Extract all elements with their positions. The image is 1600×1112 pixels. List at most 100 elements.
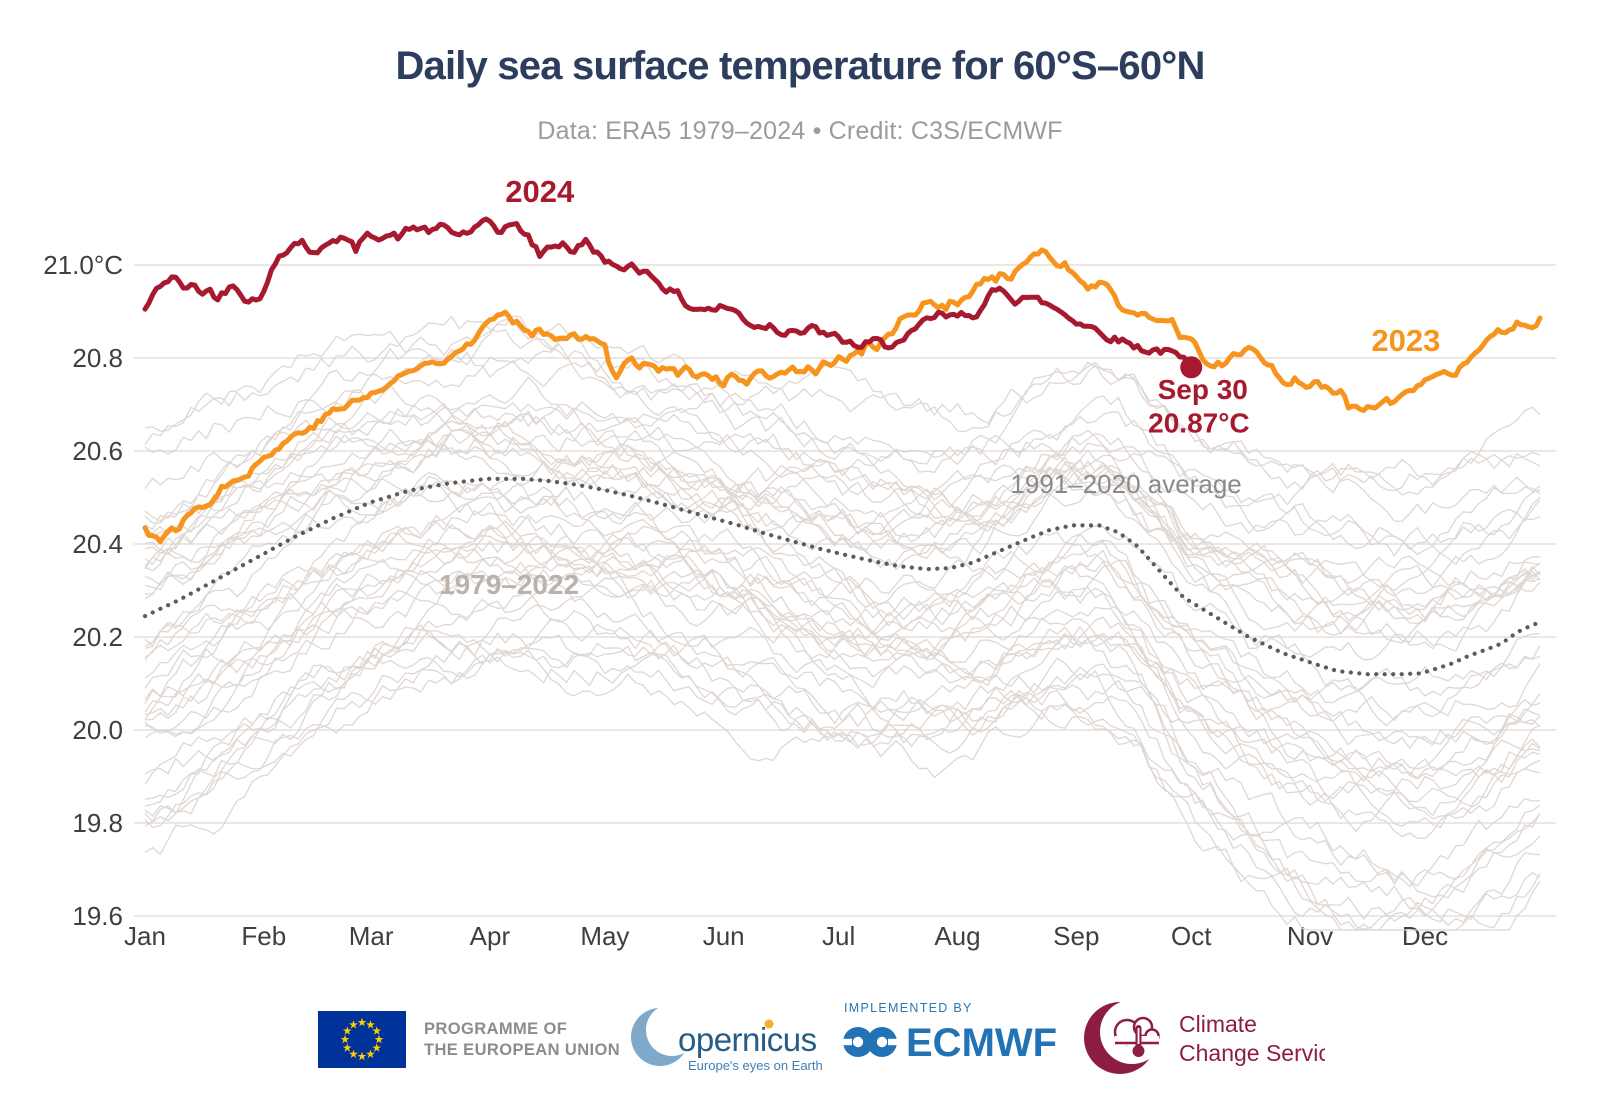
- copernicus-logo: opernicus Europe's eyes on Earth: [631, 1004, 823, 1073]
- ensemble-line-1992: [144, 546, 1541, 778]
- ensemble-line-2012: [144, 413, 1541, 622]
- label-average: 1991–2020 average: [1010, 469, 1241, 499]
- eu-star-icon: [372, 1026, 382, 1035]
- ccs-crescent-cloud-icon: [1084, 1000, 1164, 1074]
- ensemble-line-1986: [144, 591, 1541, 887]
- ensemble-line-1989: [144, 524, 1541, 816]
- ecmwf-wordmark: ECMWF: [906, 1021, 1057, 1065]
- month-label-feb: Feb: [241, 921, 286, 951]
- ensemble-line-2000: [144, 510, 1541, 749]
- ensemble-line-2003: [144, 480, 1541, 693]
- ensemble-line-2010: [144, 413, 1541, 599]
- ensemble-line-1997: [144, 524, 1541, 780]
- ensemble-line-2020: [144, 315, 1541, 496]
- ensemble-line-2009: [144, 424, 1541, 632]
- y-tick-label-21.0°C: 21.0°C: [43, 250, 123, 280]
- ccs-name-line1: Climate: [1179, 1011, 1257, 1037]
- climate-change-service-logo: Climate Change Service: [1084, 1000, 1325, 1074]
- ensemble-line-1985: [144, 575, 1541, 888]
- ensemble-line-1984: [144, 610, 1541, 931]
- series-2024-line: [142, 216, 1194, 370]
- ensemble-line-2004: [144, 454, 1541, 644]
- month-label-mar: Mar: [349, 921, 394, 951]
- y-tick-label-20.6: 20.6: [72, 436, 123, 466]
- ccs-name-line2: Change Service: [1179, 1040, 1325, 1066]
- y-tick-label-20.0: 20.0: [72, 715, 123, 745]
- ensemble-line-2018: [144, 351, 1541, 556]
- copernicus-wordmark: opernicus: [678, 1021, 817, 1058]
- ensemble-1979-2022: [144, 315, 1541, 931]
- month-label-dec: Dec: [1402, 921, 1448, 951]
- page-subtitle: Data: ERA5 1979–2024 • Credit: C3S/ECMWF: [537, 117, 1063, 145]
- ecmwf-implemented-by: IMPLEMENTED BY: [844, 1001, 973, 1015]
- copernicus-crescent-cut: [646, 1004, 698, 1056]
- label-sep30: Sep 30: [1158, 374, 1248, 405]
- ensemble-line-2022: [144, 319, 1541, 490]
- label-2023: 2023: [1371, 323, 1440, 358]
- copernicus-i-dot-icon: [764, 1019, 774, 1029]
- eu-star-icon: [342, 1043, 352, 1052]
- y-tick-label-19.8: 19.8: [72, 808, 123, 838]
- ensemble-line-1982: [144, 634, 1541, 926]
- ensemble-line-1996: [144, 514, 1541, 746]
- month-label-nov: Nov: [1287, 921, 1333, 951]
- copernicus-tagline: Europe's eyes on Earth: [688, 1058, 823, 1073]
- y-tick-label-20.4: 20.4: [72, 529, 123, 559]
- eu-programme-line1: PROGRAMME OF: [424, 1020, 568, 1038]
- eu-flag-icon: [318, 1011, 406, 1068]
- month-label-may: May: [580, 921, 629, 951]
- ensemble-line-2013: [144, 428, 1541, 607]
- eu-star-icon: [349, 1049, 358, 1058]
- ensemble-line-1998: [144, 501, 1541, 779]
- ensemble-line-1999: [144, 472, 1541, 704]
- end-dot-sep30: [1180, 356, 1203, 379]
- ensemble-line-1990: [144, 536, 1541, 807]
- y-tick-label-20.8: 20.8: [72, 343, 123, 373]
- eu-star-icon: [374, 1034, 384, 1044]
- ensemble-line-2002: [144, 481, 1541, 723]
- month-label-jul: Jul: [822, 921, 855, 951]
- ensemble-line-1994: [144, 556, 1541, 794]
- eu-star-icon: [340, 1034, 350, 1044]
- ensemble-line-2017: [144, 376, 1541, 551]
- ensemble-line-1988: [144, 558, 1541, 840]
- ensemble-line-2005: [144, 435, 1541, 661]
- eu-star-icon: [357, 1051, 367, 1061]
- ecmwf-rings-icon: [838, 1027, 902, 1057]
- label-2024: 2024: [505, 174, 575, 209]
- eu-star-icon: [366, 1020, 375, 1029]
- label-ensemble: 1979–2022: [439, 569, 579, 600]
- ensemble-line-2001: [144, 520, 1541, 727]
- series-2023-line: [142, 247, 1543, 545]
- eu-flag-stars: [340, 1017, 384, 1061]
- eu-star-icon: [342, 1026, 352, 1035]
- y-tick-label-19.6: 19.6: [72, 901, 123, 931]
- eu-star-icon: [357, 1017, 367, 1027]
- ensemble-line-1995: [144, 507, 1541, 782]
- eu-star-icon: [372, 1043, 382, 1052]
- eu-programme-text: PROGRAMME OF THE EUROPEAN UNION: [424, 1019, 620, 1061]
- month-label-jun: Jun: [703, 921, 745, 951]
- ensemble-line-1987: [144, 584, 1541, 899]
- month-label-sep: Sep: [1053, 921, 1099, 951]
- eu-programme-line2: THE EUROPEAN UNION: [424, 1041, 621, 1059]
- ensemble-line-2007: [144, 438, 1541, 625]
- eu-star-icon: [366, 1049, 375, 1058]
- eu-star-icon: [349, 1020, 358, 1029]
- ensemble-line-1983: [144, 641, 1541, 917]
- ensemble-line-2021: [144, 315, 1541, 494]
- ensemble-line-1981: [144, 650, 1541, 931]
- ensemble-line-2014: [144, 395, 1541, 557]
- ensemble-line-2016: [144, 384, 1541, 584]
- y-tick-label-20.2: 20.2: [72, 622, 123, 652]
- label-endvalue: 20.87°C: [1148, 407, 1250, 438]
- month-label-apr: Apr: [470, 921, 511, 951]
- month-label-jan: Jan: [124, 921, 166, 951]
- ensemble-line-2008: [144, 402, 1541, 613]
- month-label-oct: Oct: [1171, 921, 1212, 951]
- ecmwf-logo: IMPLEMENTED BY ECMWF: [838, 1001, 1057, 1065]
- ensemble-line-2015: [144, 402, 1541, 592]
- page-title: Daily sea surface temperature for 60°S–6…: [395, 44, 1205, 88]
